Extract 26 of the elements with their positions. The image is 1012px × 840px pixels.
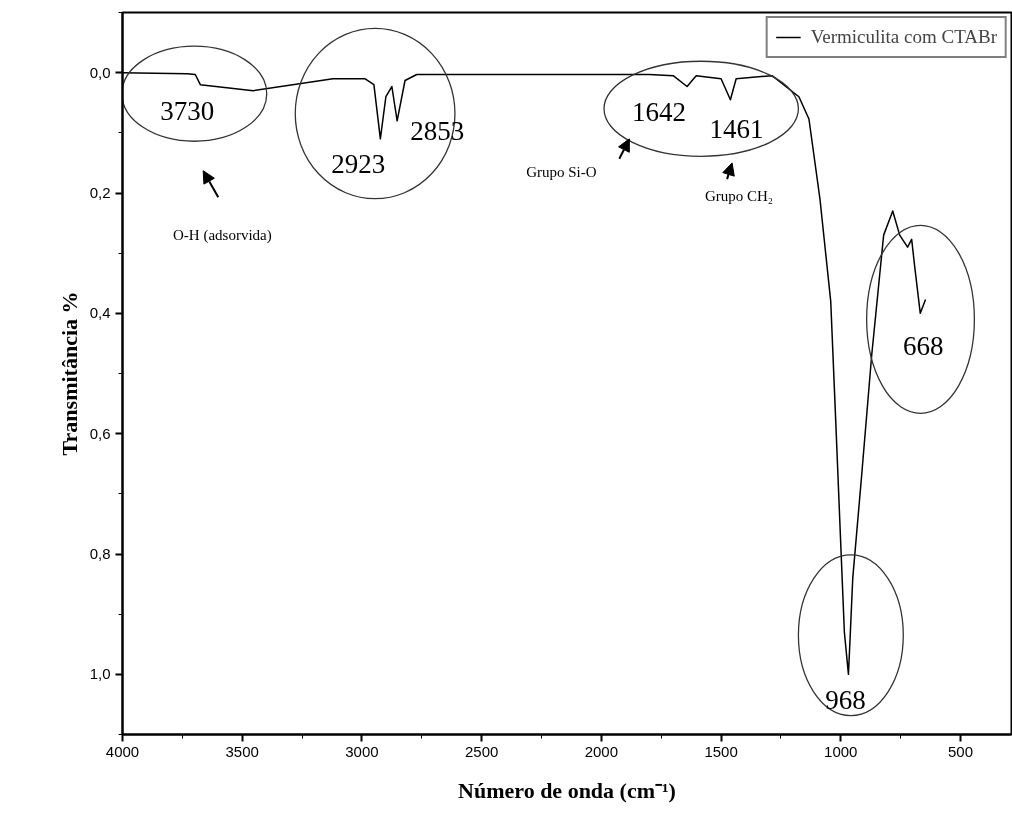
x-tick-label: 3000 [345,742,379,760]
annotation: 2923 [331,148,386,179]
y-axis-title: Transmitância % [56,291,82,456]
annotation: 3730 [160,95,215,126]
x-tick-label: 3500 [225,742,259,760]
annotation: O-H (adsorvida) [172,227,272,245]
annotation: Grupo Si-O [526,163,597,180]
x-tick-label: 4000 [105,742,140,760]
y-tick-label: 1,0 [89,665,111,683]
y-tick-label: 0,2 [89,184,111,201]
annotation: 1461 [709,113,764,144]
legend-label: Vermiculita com CTABr [810,26,997,48]
y-tick-label: 0,6 [89,424,111,442]
annotation: 668 [903,331,944,362]
x-tick-label: 2500 [464,742,499,760]
x-tick-label: 1000 [824,742,858,760]
annotation: 1642 [632,96,687,127]
annotation: 968 [825,685,866,716]
x-axis-title: Número de onda (cm⁻¹) [458,777,676,803]
y-tick-label: 0,4 [89,304,111,322]
y-tick-label: 0,0 [89,63,111,81]
annotation: Grupo CH₂ [704,188,774,205]
y-tick-label: 0,8 [89,545,111,562]
x-tick-label: 1500 [704,742,738,760]
x-tick-label: 2000 [584,742,619,760]
x-tick-label: 500 [947,742,974,760]
